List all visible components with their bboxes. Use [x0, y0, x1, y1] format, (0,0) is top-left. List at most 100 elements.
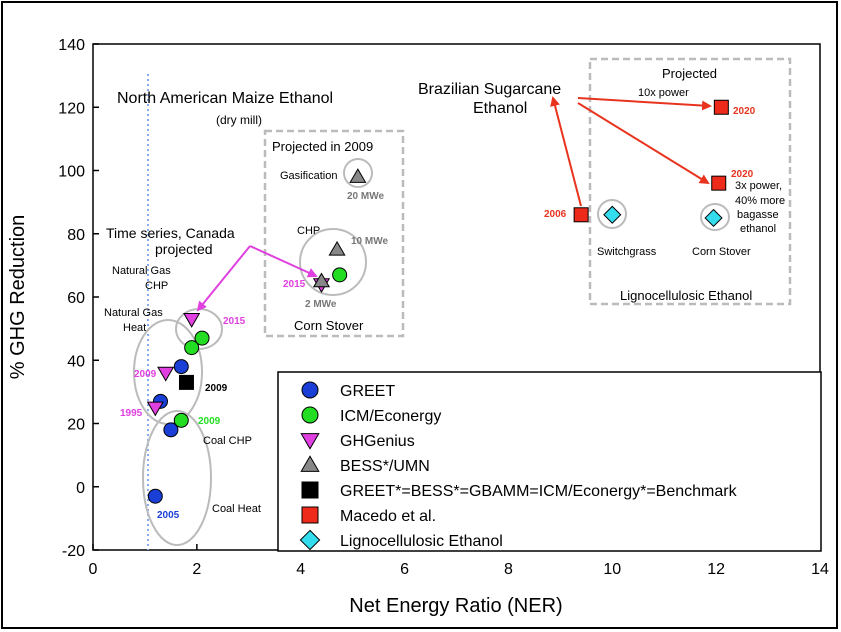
- annotation-maize-sub: (dry mill): [216, 113, 262, 127]
- annotation-ng-heat-2: Heat: [123, 322, 146, 334]
- annotation-ng-chp-2: CHP: [145, 280, 168, 292]
- y-tick-label: 60: [67, 290, 85, 307]
- annotation-2020-top: 2020: [733, 106, 756, 117]
- data-markers: [146, 99, 729, 504]
- point-icm-econergy: [332, 267, 348, 283]
- annotation-10x-power: 10x power: [638, 87, 689, 99]
- point-macedo-et-al: [573, 207, 589, 223]
- annotation-20mwe: 20 MWe: [347, 191, 384, 202]
- annotation-2009-black: 2009: [205, 383, 228, 394]
- point-ghgenius: [146, 401, 164, 417]
- x-tick-label: 12: [707, 561, 725, 578]
- y-axis: -20 0 20 40 60 80 100 120 140: [58, 37, 99, 560]
- annotation-timeseries-2: projected: [155, 241, 213, 257]
- point-bess-umn: [312, 272, 331, 288]
- point-macedo-et-al: [713, 99, 729, 115]
- y-tick-label: 20: [67, 417, 85, 434]
- annotation-3x-power-2: 40% more: [735, 195, 785, 207]
- legend-marker-lignocellulosic-ethanol: [299, 529, 321, 551]
- legend-label-icm-econergy: ICM/Econergy: [340, 408, 441, 425]
- annotation-coal-heat: Coal Heat: [212, 503, 261, 515]
- arrow-brazil-10x: [577, 97, 712, 111]
- point-bess-umn: [328, 240, 346, 256]
- legend-label-ghgenius: GHGenius: [340, 433, 415, 450]
- annotation-corn-stover: Corn Stover: [692, 246, 751, 258]
- arrow-brazil-2006: [550, 96, 582, 207]
- annotation-projected: Projected: [662, 66, 717, 81]
- lignocellulosic-box: [588, 57, 792, 306]
- legend-label-greet: GREET: [340, 383, 395, 400]
- annotation-3x-power-4: ethanol: [740, 223, 776, 235]
- legend-box: [277, 371, 822, 552]
- annotation-maize-title: North American Maize Ethanol: [117, 90, 333, 107]
- point-icm-econergy: [173, 412, 189, 428]
- annotation-brazil-1: Brazilian Sugarcane: [418, 81, 561, 98]
- point-ghgenius: [157, 366, 175, 382]
- point-greet: [147, 488, 163, 504]
- point-greet: [163, 422, 179, 438]
- annotation-switchgrass: Switchgrass: [597, 246, 657, 258]
- point-icm-econergy: [194, 330, 210, 346]
- y-tick-label: 40: [67, 353, 85, 370]
- annotation-timeseries-1: Time series, Canada: [106, 225, 235, 241]
- annotation-coal-chp: Coal CHP: [203, 435, 252, 447]
- annotation-3x-power-3: bagasse: [737, 209, 779, 221]
- legend-marker-greet-bess-gbamm-icm-econergy-benchmark: [301, 481, 319, 499]
- point-lignocellulosic-ethanol: [704, 208, 723, 228]
- x-tick-label: 14: [811, 561, 829, 578]
- point-lignocellulosic-ethanol: [603, 205, 622, 224]
- legend-marker-ghgenius: [300, 433, 320, 450]
- legend-label-lignocellulosic-ethanol: Lignocellulosic Ethanol: [340, 533, 503, 550]
- annotation-2009-magenta: 2009: [134, 369, 157, 380]
- group-ellipse-gasification: [343, 158, 373, 188]
- annotation-2009-green: 2009: [198, 416, 221, 427]
- arrow-timeseries-left: [196, 245, 251, 312]
- point-macedo-et-al: [711, 175, 727, 191]
- y-tick-label: 120: [58, 100, 85, 117]
- x-tick-label: 8: [504, 561, 513, 578]
- arrow-brazil-3x: [577, 102, 710, 185]
- annotation-3x-power-1: 3x power,: [735, 180, 782, 192]
- point-ghgenius: [183, 313, 201, 328]
- annotation-ng-heat-1: Natural Gas: [104, 307, 163, 319]
- y-tick-label: -20: [62, 543, 85, 560]
- x-axis-title: Net Energy Ratio (NER): [349, 595, 562, 617]
- legend: GREET ICM/Econergy GHGenius BESS*/UMN GREET*…: [299, 381, 738, 551]
- x-tick-label: 0: [89, 561, 98, 578]
- annotation-2015: 2015: [223, 316, 246, 327]
- arrow-timeseries-right: [249, 245, 318, 278]
- annotation-10mwe: 10 MWe: [351, 236, 388, 247]
- annotation-2006: 2006: [544, 209, 567, 220]
- annotation-ng-chp-1: Natural Gas: [112, 265, 171, 277]
- x-tick-label: 10: [603, 561, 621, 578]
- annotation-2020-mid: 2020: [731, 169, 754, 180]
- x-tick-label: 2: [192, 561, 201, 578]
- y-tick-label: 100: [58, 164, 85, 181]
- y-axis-title: % GHG Reduction: [7, 215, 29, 380]
- group-ellipse-coal: [142, 410, 212, 546]
- legend-label-macedo-et-al: Macedo et al.: [340, 508, 436, 525]
- annotation-2005: 2005: [157, 510, 180, 521]
- point-greet: [173, 359, 189, 375]
- point-bess-umn: [349, 168, 367, 183]
- annotation-1995: 1995: [120, 408, 143, 419]
- point-greet-bess-gbamm-icm-econergy-benchmark: [178, 374, 194, 390]
- legend-marker-greet: [301, 381, 319, 399]
- group-ellipse-corn-stover: [700, 203, 730, 231]
- legend-label-bess-umn: BESS*/UMN: [340, 458, 430, 475]
- group-ellipse-chp: [299, 228, 367, 296]
- x-tick-label: 6: [400, 561, 409, 578]
- y-tick-label: 80: [67, 227, 85, 244]
- legend-marker-macedo-et-al: [301, 506, 319, 524]
- x-tick-label: 4: [296, 561, 305, 578]
- group-ellipse-switchgrass: [597, 199, 627, 229]
- projected-2009-box: [263, 129, 405, 338]
- annotation-2015-corn: 2015: [283, 279, 306, 290]
- legend-marker-bess-umn: [300, 455, 320, 472]
- y-tick-label: 140: [58, 37, 85, 54]
- point-icm-econergy: [184, 340, 200, 356]
- annotation-2mwe: 2 MWe: [305, 299, 337, 310]
- annotation-gasification: Gasification: [280, 170, 337, 182]
- annotation-brazil-2: Ethanol: [473, 100, 527, 117]
